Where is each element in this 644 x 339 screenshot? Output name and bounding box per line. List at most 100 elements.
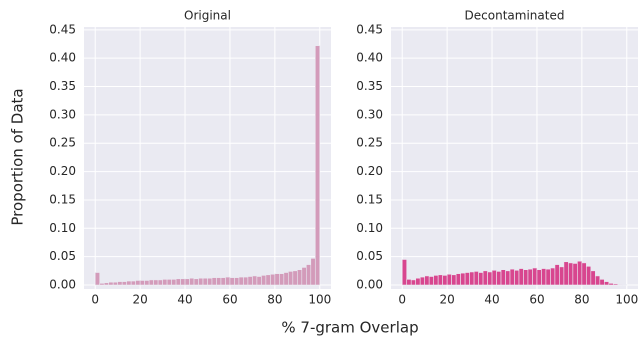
histogram-bar	[604, 281, 610, 286]
panel-title: Original	[184, 9, 231, 23]
y-tick-label: 0.05	[356, 249, 383, 263]
x-tick-label: 20	[132, 293, 147, 307]
histogram-bar	[198, 277, 204, 286]
histogram-bar	[482, 270, 488, 286]
histogram-bar	[126, 280, 132, 286]
x-axis-label: % 7-gram Overlap	[281, 319, 418, 337]
histogram-bar	[180, 278, 186, 286]
histogram-bar	[437, 274, 443, 286]
histogram-bar	[577, 260, 583, 286]
x-tick-label: 20	[439, 293, 454, 307]
histogram-bar	[595, 275, 601, 286]
histogram-bar	[184, 278, 190, 286]
histogram-bar	[112, 281, 118, 286]
histogram-bar	[314, 45, 321, 286]
y-tick-label: 0.35	[356, 79, 383, 93]
histogram-bar	[509, 268, 515, 286]
histogram-bar	[550, 267, 556, 286]
histogram-bar	[261, 275, 267, 286]
histogram-bar	[265, 274, 271, 286]
x-tick-label: 40	[484, 293, 499, 307]
x-tick-label: 0	[91, 293, 99, 307]
histogram-bar	[225, 276, 231, 286]
histogram-bar	[406, 279, 412, 286]
histogram-bar	[256, 276, 262, 286]
histogram-bar	[559, 266, 565, 286]
histogram-bar	[238, 276, 244, 286]
histogram-bar	[572, 263, 578, 286]
histogram-bar	[612, 283, 619, 286]
histogram-bar	[202, 277, 208, 286]
histogram-bar	[305, 264, 312, 286]
histogram-bar	[617, 284, 623, 286]
histogram-bar	[252, 275, 258, 286]
y-axis-label: Proportion of Data	[9, 88, 27, 225]
y-tick-label: 0.00	[356, 278, 383, 292]
histogram-bar	[310, 258, 316, 286]
histogram-bar	[500, 269, 506, 286]
histogram-bar	[563, 261, 569, 286]
y-tick-label: 0.15	[356, 192, 383, 206]
histogram-bar	[532, 267, 538, 286]
y-tick-label: 0.40	[356, 51, 383, 65]
plot-background	[84, 27, 331, 289]
histogram-bar	[415, 277, 421, 286]
histogram-bar	[541, 268, 547, 286]
histogram-bar	[229, 277, 235, 286]
y-tick-label: 0.35	[49, 79, 76, 93]
y-tick-label: 0.25	[356, 136, 383, 150]
y-tick-label: 0.00	[49, 278, 76, 292]
histogram-bar	[216, 277, 222, 286]
histogram-bar	[130, 280, 136, 286]
x-tick-label: 60	[529, 293, 544, 307]
x-tick-label: 100	[615, 293, 638, 307]
histogram-bar	[460, 272, 466, 286]
panel-title: Decontaminated	[465, 9, 565, 23]
y-tick-label: 0.10	[356, 221, 383, 235]
histogram-bar	[274, 273, 280, 286]
histogram-bar	[599, 279, 605, 286]
histogram-bar	[166, 279, 172, 286]
y-tick-label: 0.20	[356, 164, 383, 178]
y-tick-label: 0.45	[356, 22, 383, 36]
histogram-bar	[496, 271, 502, 286]
histogram-bar	[220, 277, 226, 286]
histogram-bar	[433, 275, 439, 286]
histogram-bar	[469, 271, 475, 286]
histogram-bar	[545, 268, 551, 286]
histogram-bar	[487, 271, 493, 286]
histogram-bar	[108, 281, 114, 286]
histogram-bar	[505, 270, 511, 286]
histogram-bar	[279, 273, 285, 286]
histogram-bar	[590, 270, 596, 286]
y-tick-label: 0.15	[49, 192, 76, 206]
histogram-bar	[153, 279, 159, 286]
histogram-bar	[121, 281, 127, 286]
histogram-bar	[428, 276, 434, 286]
histogram-bar	[301, 267, 307, 286]
x-tick-label: 80	[574, 293, 589, 307]
histogram-bar	[270, 273, 276, 286]
y-tick-label: 0.30	[49, 107, 76, 121]
histogram-bar	[478, 272, 484, 286]
histogram-bar	[473, 271, 479, 286]
y-tick-label: 0.40	[49, 51, 76, 65]
histogram-bar	[536, 269, 542, 286]
histogram-bar	[157, 279, 163, 286]
histogram-bar	[451, 274, 457, 286]
y-tick-label: 0.25	[49, 136, 76, 150]
histogram-bar	[148, 279, 154, 286]
histogram-bar	[410, 279, 416, 286]
histogram-bar	[581, 262, 587, 286]
histogram-bar	[523, 269, 529, 286]
histogram-bar	[514, 269, 520, 286]
histogram-bar	[424, 275, 430, 286]
histogram-bar	[234, 277, 240, 286]
histogram-bar	[446, 273, 452, 286]
histogram-bar	[247, 276, 253, 286]
y-tick-label: 0.05	[49, 249, 76, 263]
histogram-bar	[211, 277, 217, 286]
histogram-bar	[292, 270, 298, 286]
histogram-bar	[283, 272, 289, 286]
